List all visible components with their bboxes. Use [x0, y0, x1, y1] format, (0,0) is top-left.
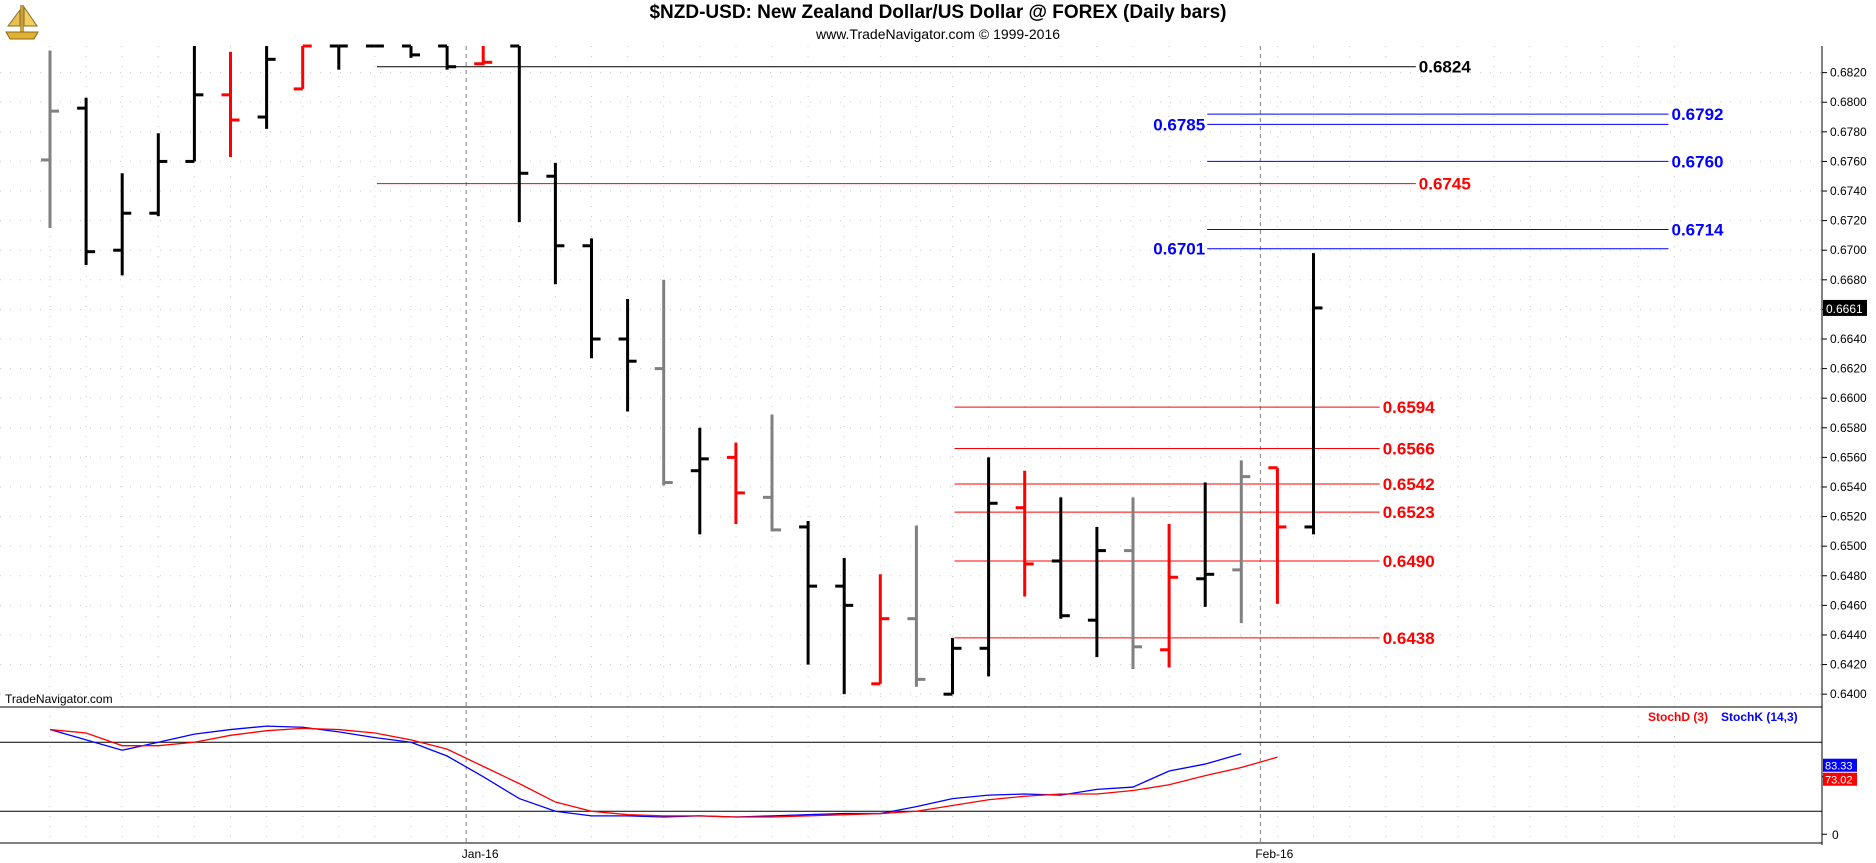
- level-label: 0.6701: [1153, 240, 1205, 259]
- ohlc-bar: [185, 46, 204, 163]
- y-axis-label: 0.6680: [1830, 273, 1867, 287]
- y-axis-label: 0.6480: [1830, 569, 1867, 583]
- stoch-d-value-box: [1823, 772, 1857, 786]
- y-axis-label: 0.6600: [1830, 391, 1867, 405]
- ohlc-bar: [726, 442, 745, 524]
- ohlc-bar: [546, 162, 565, 285]
- y-axis-label: 0.6700: [1830, 243, 1867, 257]
- ohlc-bar: [1015, 470, 1034, 597]
- legend-stoch-k: StochK (14,3): [1721, 710, 1798, 724]
- ohlc-bar: [257, 46, 276, 129]
- level-label: 0.6523: [1383, 503, 1435, 522]
- ohlc-bar: [835, 558, 854, 695]
- y-axis-label: 0.6760: [1830, 154, 1867, 168]
- ohlc-bar: [329, 44, 348, 70]
- ohlc-bar: [293, 44, 312, 91]
- ohlc-bar: [438, 44, 457, 70]
- ohlc-bar: [1268, 466, 1287, 604]
- level-label: 0.6824: [1419, 58, 1472, 77]
- y-axis-label: 0.6540: [1830, 480, 1867, 494]
- level-label: 0.6760: [1672, 152, 1724, 171]
- ohlc-bar: [1304, 253, 1323, 535]
- y-axis-label: 0.6500: [1830, 539, 1867, 553]
- ohlc-bar: [618, 299, 637, 412]
- stoch-d-line: [49, 727, 1278, 818]
- ohlc-bar: [1160, 523, 1179, 668]
- stoch-k-line: [49, 725, 1242, 818]
- level-label: 0.6594: [1383, 398, 1436, 417]
- ohlc-bar: [799, 521, 818, 665]
- ohlc-bar: [582, 238, 601, 359]
- y-axis-label: 0.6420: [1830, 658, 1867, 672]
- ohlc-bar: [77, 97, 96, 266]
- ohlc-bar: [402, 44, 420, 58]
- ohlc-bar: [474, 46, 493, 66]
- ohlc-bar: [41, 50, 59, 229]
- level-label: 0.6745: [1419, 175, 1471, 194]
- ohlc-bar: [763, 414, 781, 532]
- y-axis-label: 0.6440: [1830, 628, 1867, 642]
- y-axis-label: 0.6460: [1830, 598, 1867, 612]
- y-axis-label: 0.6780: [1830, 125, 1867, 139]
- watermark-text: TradeNavigator.com: [5, 692, 113, 706]
- trade-navigator-logo: [2, 2, 42, 42]
- y-axis-label: 0.6740: [1830, 184, 1867, 198]
- ohlc-bar: [1196, 482, 1215, 607]
- x-axis-label: Feb-16: [1255, 847, 1293, 861]
- ohlc-bar: [654, 279, 673, 486]
- ohlc-bar: [690, 427, 709, 535]
- level-label: 0.6785: [1153, 115, 1205, 134]
- ohlc-bar: [221, 51, 240, 157]
- level-label: 0.6714: [1672, 220, 1725, 239]
- ohlc-bar: [1087, 526, 1106, 658]
- legend-stoch-d: StochD (3): [1648, 710, 1708, 724]
- ohlc-bar: [1051, 497, 1070, 619]
- y-axis-label: 0.6560: [1830, 450, 1867, 464]
- y-axis-label: 0.6620: [1830, 362, 1867, 376]
- last-price-box: [1823, 299, 1867, 316]
- ohlc-bar: [149, 133, 168, 217]
- chart-title: $NZD-USD: New Zealand Dollar/US Dollar @…: [649, 2, 1227, 23]
- level-label: 0.6438: [1383, 629, 1435, 648]
- ohlc-bar: [113, 173, 132, 276]
- x-axis-label: Jan-16: [462, 847, 499, 861]
- stoch-d-value: 73.02: [1825, 775, 1853, 787]
- ohlc-bar: [510, 44, 529, 223]
- ohlc-bar: [907, 525, 926, 687]
- level-label: 0.6566: [1383, 440, 1435, 459]
- ohlc-bar: [1232, 460, 1251, 624]
- y-axis-label: 0.6520: [1830, 510, 1867, 524]
- chart-header: $NZD-USD: New Zealand Dollar/US Dollar @…: [0, 0, 1876, 46]
- level-label: 0.6490: [1383, 552, 1435, 571]
- level-label: 0.6542: [1383, 475, 1435, 494]
- stoch-y-label: 0: [1832, 828, 1839, 842]
- y-axis-label: 0.6720: [1830, 214, 1867, 228]
- chart-subtitle: www.TradeNavigator.com © 1999-2016: [815, 26, 1061, 42]
- ohlc-bar: [871, 574, 890, 686]
- stoch-k-value: 83.33: [1825, 761, 1853, 773]
- y-axis-label: 0.6800: [1830, 95, 1867, 109]
- ohlc-bar: [979, 457, 998, 677]
- y-axis-label: 0.6580: [1830, 421, 1867, 435]
- y-axis-label: 0.6640: [1830, 332, 1867, 346]
- level-label: 0.6792: [1672, 105, 1724, 124]
- y-axis-label: 0.6820: [1830, 66, 1867, 80]
- last-price-label: 0.6661: [1826, 302, 1863, 316]
- stoch-k-value-box: [1823, 758, 1857, 772]
- ohlc-bar: [1124, 497, 1142, 670]
- ohlc-bar: [943, 637, 962, 696]
- y-axis-label: 0.6400: [1830, 687, 1867, 701]
